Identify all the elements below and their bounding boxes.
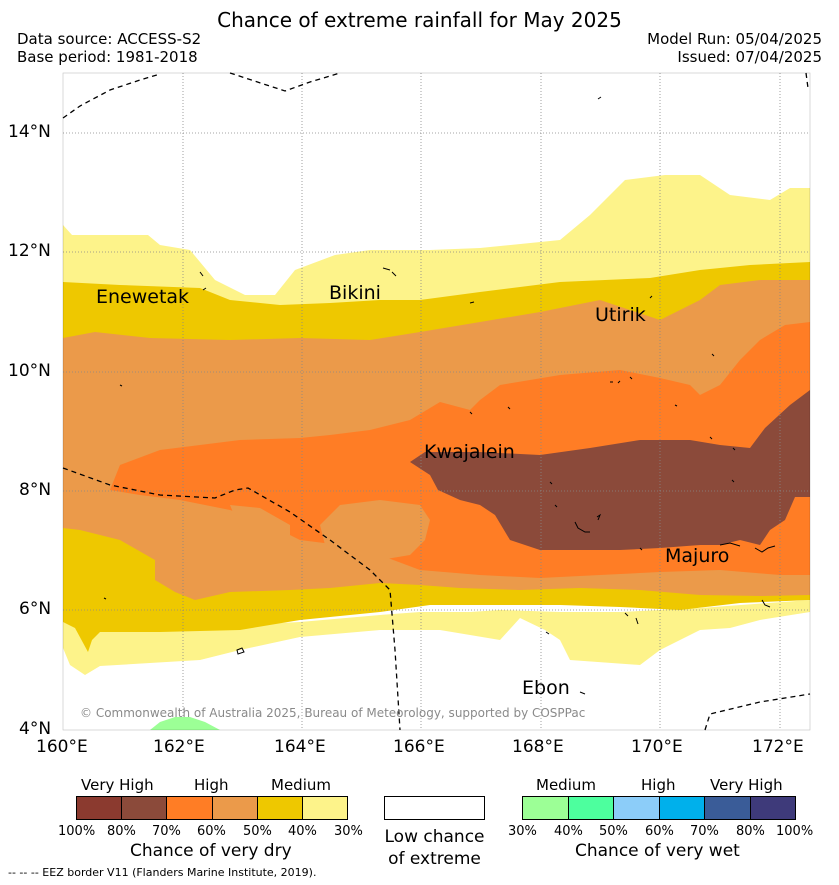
wet-swatch-60-70 xyxy=(659,797,705,819)
issued-label: Issued: 07/04/2025 xyxy=(677,48,822,66)
dry-region-70-80 xyxy=(410,390,810,550)
lon-tick-170e: 170°E xyxy=(631,737,683,757)
dry-tick-40: 40% xyxy=(288,824,317,839)
low-chance-swatch xyxy=(384,796,485,820)
wet-region-30-40 xyxy=(150,717,220,730)
copyright-notice: © Commonwealth of Australia 2025, Bureau… xyxy=(80,706,586,720)
lat-tick-4n: 4°N xyxy=(19,719,52,739)
dry-swatch-60-50 xyxy=(212,797,258,819)
island-outlines xyxy=(103,96,776,695)
place-label-ebon: Ebon xyxy=(522,677,570,699)
dry-tick-100: 100% xyxy=(58,824,96,839)
place-label-majuro: Majuro xyxy=(665,545,730,567)
dry-tick-70: 70% xyxy=(152,824,181,839)
dry-tick-80: 80% xyxy=(107,824,136,839)
wet-legend-high: High xyxy=(641,776,676,794)
lat-tick-8n: 8°N xyxy=(19,480,52,500)
lon-tick-164e: 164°E xyxy=(274,737,326,757)
wet-swatch-40-50 xyxy=(568,797,614,819)
dry-swatch-80-70 xyxy=(122,797,168,819)
dry-tick-30: 30% xyxy=(334,824,363,839)
lon-tick-162e: 162°E xyxy=(153,737,205,757)
low-chance-title-line2: of extreme xyxy=(388,849,481,869)
dry-tick-60: 60% xyxy=(197,824,226,839)
wet-tick-40: 40% xyxy=(554,824,583,839)
dry-tick-50: 50% xyxy=(243,824,272,839)
wet-tick-30: 30% xyxy=(508,824,537,839)
data-source-label: Data source: ACCESS-S2 xyxy=(17,30,202,48)
wet-legend-very-high: Very High xyxy=(710,776,783,794)
wet-colorbar xyxy=(522,796,796,820)
lat-tick-10n: 10°N xyxy=(8,361,51,381)
lat-tick-14n: 14°N xyxy=(8,122,51,142)
low-chance-title-line1: Low chance xyxy=(384,827,485,847)
dry-legend-very-high: Very High xyxy=(81,776,154,794)
wet-tick-60: 60% xyxy=(645,824,674,839)
wet-swatch-80-100 xyxy=(750,797,795,819)
dry-island-50-60-b xyxy=(230,505,290,545)
map-frame xyxy=(62,72,811,731)
wet-tick-50: 50% xyxy=(599,824,628,839)
wet-swatch-50-60 xyxy=(614,797,660,819)
wet-swatch-30-40 xyxy=(523,797,569,819)
eez-border-footnote: -- -- -- EEZ border V11 (Flanders Marine… xyxy=(8,866,317,879)
dry-island-50-60 xyxy=(320,500,430,560)
lon-tick-168e: 168°E xyxy=(512,737,564,757)
lon-tick-160e: 160°E xyxy=(36,737,88,757)
dry-swatch-100-80 xyxy=(77,797,123,819)
place-label-bikini: Bikini xyxy=(329,282,381,304)
lon-tick-172e: 172°E xyxy=(752,737,804,757)
wet-tick-70: 70% xyxy=(690,824,719,839)
wet-legend-medium: Medium xyxy=(536,776,596,794)
wet-legend-title: Chance of very wet xyxy=(575,841,740,861)
place-label-utirik: Utirik xyxy=(595,304,646,326)
lat-tick-6n: 6°N xyxy=(19,599,52,619)
dry-swatch-40-30 xyxy=(302,797,348,819)
lon-tick-166e: 166°E xyxy=(393,737,445,757)
wet-tick-100: 100% xyxy=(776,824,814,839)
lat-tick-12n: 12°N xyxy=(8,241,51,261)
model-run-label: Model Run: 05/04/2025 xyxy=(647,30,822,48)
dry-swatch-70-60 xyxy=(167,797,213,819)
wet-swatch-70-80 xyxy=(705,797,751,819)
base-period-label: Base period: 1981-2018 xyxy=(17,48,198,66)
dry-colorbar xyxy=(76,796,348,820)
dry-legend-title: Chance of very dry xyxy=(130,841,292,861)
place-label-enewetak: Enewetak xyxy=(96,286,190,308)
map-title: Chance of extreme rainfall for May 2025 xyxy=(217,8,622,32)
eez-border-lines xyxy=(62,72,811,731)
wet-tick-80: 80% xyxy=(736,824,765,839)
dry-legend-high: High xyxy=(194,776,229,794)
dry-legend-medium: Medium xyxy=(271,776,331,794)
dry-swatch-50-40 xyxy=(257,797,303,819)
place-label-kwajalein: Kwajalein xyxy=(424,441,515,463)
probability-layers xyxy=(63,175,810,675)
